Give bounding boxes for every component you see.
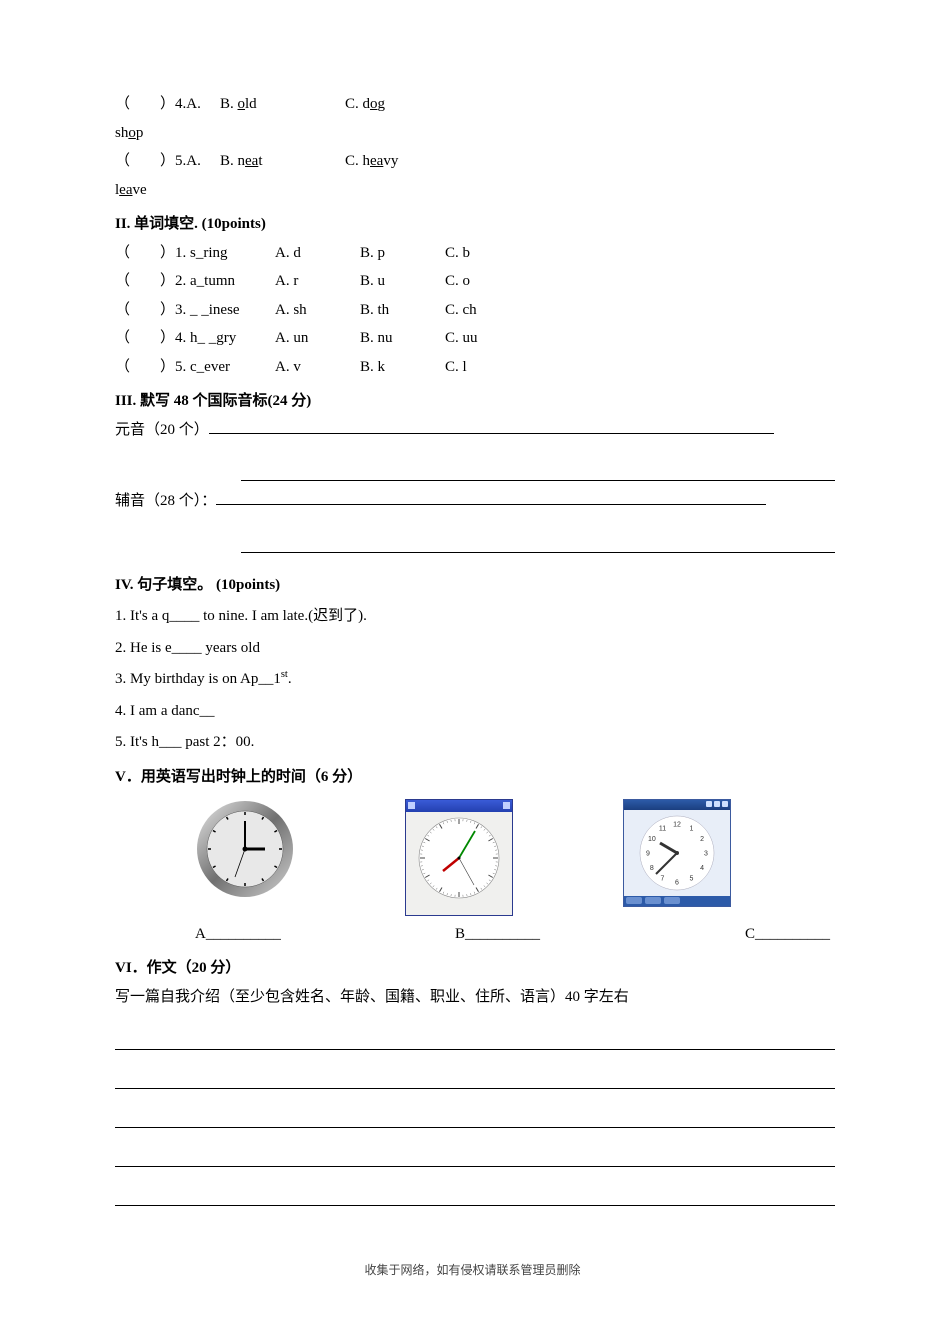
s2-q5-b: B. k (360, 353, 445, 382)
svg-text:4: 4 (700, 865, 704, 872)
clock-labels: A__________ B__________ C__________ (195, 920, 835, 949)
section-4-title: IV. 句子填空。 (10points) (115, 571, 835, 600)
svg-text:10: 10 (648, 836, 656, 843)
s2-q3-stem: （ ）3. _ _inese (115, 296, 275, 325)
s2-question-3: （ ）3. _ _ineseA. shB. thC. ch (115, 296, 835, 325)
section-6-prompt: 写一篇自我介绍（至少包含姓名、年龄、国籍、职业、住所、语言）40 字左右 (115, 983, 835, 1012)
essay-line-3[interactable] (115, 1113, 835, 1128)
s2-q5-stem: （ ）5. c_ever (115, 353, 275, 382)
q5-stem: （ ）5.A. leave (115, 147, 220, 204)
q4-stem: （ ）4.A. shop (115, 90, 220, 147)
vowels-blank-2[interactable] (241, 466, 835, 481)
svg-text:3: 3 (704, 851, 708, 858)
s2-q1-b: B. p (360, 239, 445, 268)
vowels-line: 元音（20 个） (115, 416, 835, 445)
section-3-title: III. 默写 48 个国际音标(24 分) (115, 387, 835, 416)
s2-q2-a: A. r (275, 267, 360, 296)
essay-line-1[interactable] (115, 1035, 835, 1050)
consonants-label: 辅音（28 个）： (115, 493, 216, 509)
clocks-row: 123456789101112 (195, 799, 835, 916)
s2-q4-stem: （ ）4. h_ _gry (115, 324, 275, 353)
svg-text:6: 6 (675, 880, 679, 887)
section-5-title: V．用英语写出时钟上的时间（6 分） (115, 763, 835, 792)
q4-option-b: B. old (220, 90, 345, 147)
svg-text:7: 7 (661, 876, 665, 883)
s2-q2-c: C. o (445, 267, 530, 296)
s2-question-2: （ ）2. a_tumnA. rB. uC. o (115, 267, 835, 296)
s2-question-1: （ ）1. s_ringA. dB. pC. b (115, 239, 835, 268)
s2-q4-c: C. uu (445, 324, 530, 353)
consonants-blank-2[interactable] (241, 538, 835, 553)
svg-text:9: 9 (646, 851, 650, 858)
s2-question-5: （ ）5. c_everA. vB. kC. l (115, 353, 835, 382)
q5-option-b: B. neat (220, 147, 345, 204)
vowels-blank[interactable] (209, 433, 774, 434)
clock-b-titlebar (406, 800, 512, 812)
s2-q3-c: C. ch (445, 296, 530, 325)
question-4: （ ）4.A. shop B. old C. dog (115, 90, 835, 147)
s2-q2-stem: （ ）2. a_tumn (115, 267, 275, 296)
s2-q5-c: C. l (445, 353, 530, 382)
clock-b (405, 799, 513, 916)
svg-text:11: 11 (659, 825, 666, 832)
s2-q5-a: A. v (275, 353, 360, 382)
svg-text:5: 5 (690, 876, 694, 883)
consonants-blank[interactable] (216, 504, 766, 505)
svg-text:1: 1 (690, 825, 694, 832)
s2-q1-c: C. b (445, 239, 530, 268)
svg-text:12: 12 (673, 822, 681, 829)
clock-c-label[interactable]: C__________ (745, 920, 835, 949)
section-2-title: II. 单词填空. (10points) (115, 210, 835, 239)
svg-text:2: 2 (700, 836, 704, 843)
clock-c-footer (624, 896, 730, 906)
q4-option-c: C. dog (345, 90, 470, 147)
s2-q2-b: B. u (360, 267, 445, 296)
s4-q4: 4. I am a danc__ (115, 697, 835, 726)
clock-c: 123456789101112 (623, 799, 731, 907)
s4-q1: 1. It's a q____ to nine. I am late.(迟到了)… (115, 602, 835, 631)
s2-question-4: （ ）4. h_ _gryA. unB. nuC. uu (115, 324, 835, 353)
s2-q4-a: A. un (275, 324, 360, 353)
footer-text: 收集于网络，如有侵权请联系管理员删除 (0, 1259, 945, 1282)
clock-c-titlebar (624, 800, 730, 810)
q5-option-c: C. heavy (345, 147, 470, 204)
s2-q1-stem: （ ）1. s_ring (115, 239, 275, 268)
s2-q1-a: A. d (275, 239, 360, 268)
essay-line-5[interactable] (115, 1191, 835, 1206)
s2-q3-b: B. th (360, 296, 445, 325)
clock-b-label[interactable]: B__________ (455, 920, 545, 949)
clock-a-label[interactable]: A__________ (195, 920, 285, 949)
s4-q3: 3. My birthday is on Ap__1st. (115, 665, 835, 694)
question-5: （ ）5.A. leave B. neat C. heavy (115, 147, 835, 204)
vowels-label: 元音（20 个） (115, 422, 209, 438)
s4-q5: 5. It's h___ past 2：00. (115, 728, 835, 757)
svg-text:8: 8 (650, 865, 654, 872)
consonants-line: 辅音（28 个）： (115, 487, 835, 516)
section-6-title: VI．作文（20 分） (115, 954, 835, 983)
s4-q2: 2. He is e____ years old (115, 634, 835, 663)
essay-line-4[interactable] (115, 1152, 835, 1167)
s2-q4-b: B. nu (360, 324, 445, 353)
clock-a (195, 799, 295, 910)
essay-line-2[interactable] (115, 1074, 835, 1089)
s2-q3-a: A. sh (275, 296, 360, 325)
